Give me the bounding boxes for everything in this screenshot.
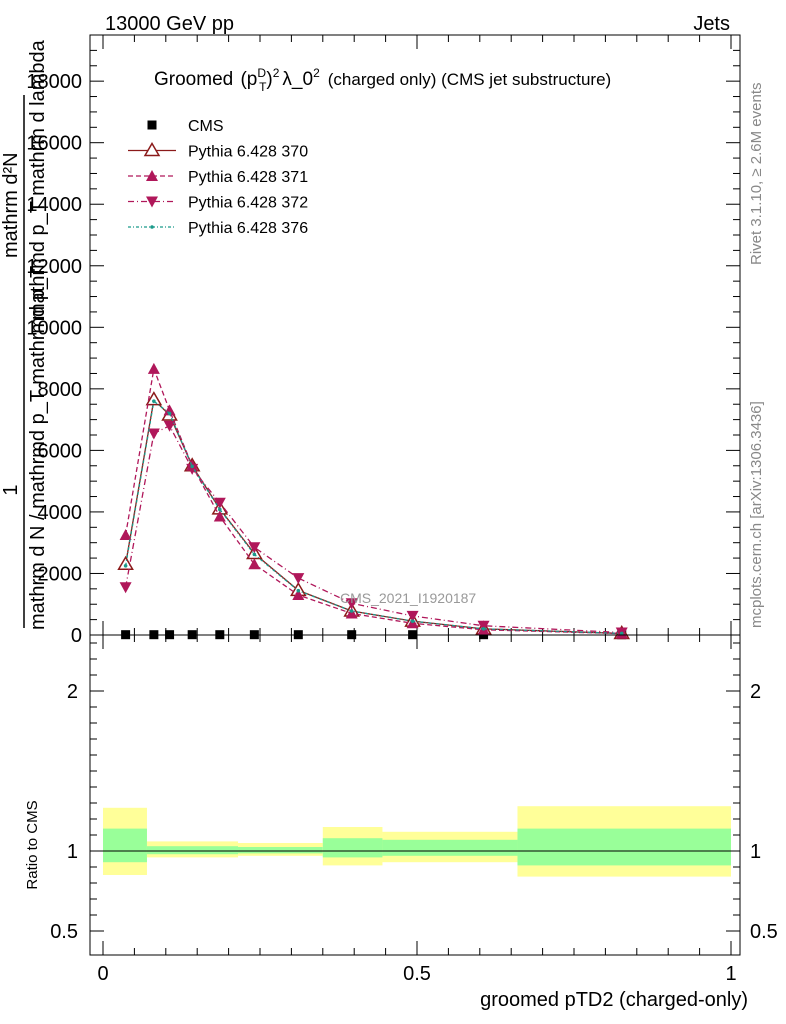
analysis-watermark: CMS_2021_I1920187 <box>340 590 476 606</box>
series-point <box>147 362 160 374</box>
legend-marker <box>147 120 157 130</box>
ratio-ytick-label-right: 0.5 <box>750 921 778 943</box>
ratio-ytick-label-right: 2 <box>750 681 761 703</box>
main-ytick-label: 2000 <box>38 563 83 585</box>
svg-text:Groomed (pDT)2λ_02(charg: Groomed (pD T)2 λ_02 (charged only) (CMS je… <box>154 66 611 94</box>
series-point <box>406 610 419 622</box>
ratio-band-inner <box>322 838 383 858</box>
series-point <box>186 463 199 475</box>
legend-marker <box>143 142 161 157</box>
series-line <box>124 424 622 634</box>
series-point <box>163 420 176 432</box>
series-point <box>213 510 226 522</box>
main-ytick-label: 0 <box>71 625 82 647</box>
series-point <box>147 428 160 440</box>
header-collision-label: 13000 GeV pp <box>105 13 234 35</box>
legend-entry: Pythia 6.428 376 <box>128 220 308 237</box>
main-ytick-label: 8000 <box>38 379 83 401</box>
series-3 <box>119 420 628 639</box>
ylabel-one: 1 <box>0 484 22 495</box>
series-point <box>481 627 486 631</box>
series-point <box>248 558 261 570</box>
ratio-band-inner <box>517 828 731 866</box>
series-point <box>248 542 261 554</box>
ratio-ytick-label: 1 <box>67 841 78 863</box>
ratio-axis-ticks: 0.5 0.5 1 1 2 2 0 0.5 1 <box>50 635 778 985</box>
main-axis-ticks: 0 2000 4000 6000 8000 10000 12000 14000 16000 180… <box>26 35 740 647</box>
plot-title: Groomed (pD T)2 λ_02 (charged only) (CMS je… <box>154 66 611 94</box>
series-point <box>123 563 128 568</box>
main-plot: 0 2000 4000 6000 8000 10000 12000 14000 16000 180… <box>26 34 741 647</box>
main-ytick-label: 6000 <box>38 440 83 462</box>
series-point <box>296 588 301 593</box>
legend-entry: Pythia 6.428 371 <box>128 169 308 186</box>
ylabel-numerator-b: mathrmd p_T mathrm d lambda <box>27 39 49 320</box>
legend-label: Pythia 6.428 370 <box>188 144 308 161</box>
legend-marker <box>146 170 158 181</box>
ratio-band-inner <box>103 828 147 863</box>
ratio-band-inner <box>238 847 323 854</box>
main-ylabel: 1 mathrm d N / mathrmd p_T mathrmd p_T m… <box>0 39 49 630</box>
ratio-band-inner <box>146 846 239 855</box>
legend-label: Pythia 6.428 371 <box>188 169 308 186</box>
ratio-plot: 0.5 0.5 1 1 2 2 0 0.5 1 <box>50 634 778 985</box>
xlabel: groomed pTD2 (charged-only) <box>480 989 748 1011</box>
series-point <box>292 573 305 585</box>
ratio-uncertainty-bands <box>103 806 731 877</box>
series-4 <box>123 399 624 636</box>
series-point <box>345 598 358 610</box>
legend-entry: Pythia 6.428 370 <box>128 142 308 161</box>
ratio-ytick-label: 2 <box>67 681 78 703</box>
ratio-xtick-label: 1 <box>725 963 736 985</box>
series-point <box>119 529 132 540</box>
ratio-ytick-label: 0.5 <box>50 921 78 943</box>
legend-label: Pythia 6.428 376 <box>188 220 308 237</box>
main-ytick-label: 10000 <box>26 317 82 339</box>
ratio-band-inner <box>382 839 518 856</box>
ratio-xtick-label: 0 <box>97 963 108 985</box>
series-point <box>218 507 222 512</box>
series-point <box>213 497 226 509</box>
legend-entry: Pythia 6.428 372 <box>128 195 308 212</box>
series-point <box>410 619 415 623</box>
legend-marker <box>146 196 158 208</box>
main-ytick-label: 18000 <box>26 71 82 93</box>
ratio-ylabel: Ratio to CMS <box>24 800 41 889</box>
rivet-version-label: Rivet 3.1.10, ≥ 2.6M events <box>748 83 765 266</box>
legend: CMS Pythia 6.428 370 Pythia 6.428 371 Pythi… <box>128 118 308 237</box>
main-ytick-label: 14000 <box>26 194 82 216</box>
main-ytick-label: 12000 <box>26 256 82 278</box>
main-ytick-label: 4000 <box>38 502 83 524</box>
ylabel-denominator: mathrm d N / mathrmd p_T mathrmd p_T <box>27 266 49 630</box>
series-point <box>152 399 156 403</box>
series-point <box>292 589 305 600</box>
header-topic-label: Jets <box>693 13 730 35</box>
legend-label: Pythia 6.428 372 <box>188 195 308 212</box>
series-point <box>167 411 172 416</box>
series-point <box>345 607 358 619</box>
series-point <box>145 391 163 406</box>
ratio-xtick-label: 0.5 <box>403 963 431 985</box>
series-line <box>124 366 622 635</box>
series-point <box>619 631 624 636</box>
series-point <box>163 404 176 416</box>
series-point <box>119 582 132 594</box>
series-point <box>477 620 490 632</box>
legend-label: CMS <box>188 118 224 135</box>
series-point <box>252 552 257 557</box>
series-point <box>349 609 354 613</box>
legend-marker <box>150 225 154 229</box>
legend-entry: CMS <box>147 118 224 135</box>
series-point <box>190 464 194 469</box>
mcplots-label: mcplots.cern.ch [arXiv:1306.3436] <box>748 401 765 628</box>
ratio-ytick-label-right: 1 <box>750 841 761 863</box>
ratio-plot-frame <box>89 634 741 956</box>
ylabel-numerator-a: mathrm d²N <box>0 152 22 258</box>
main-ytick-label: 16000 <box>26 133 82 155</box>
